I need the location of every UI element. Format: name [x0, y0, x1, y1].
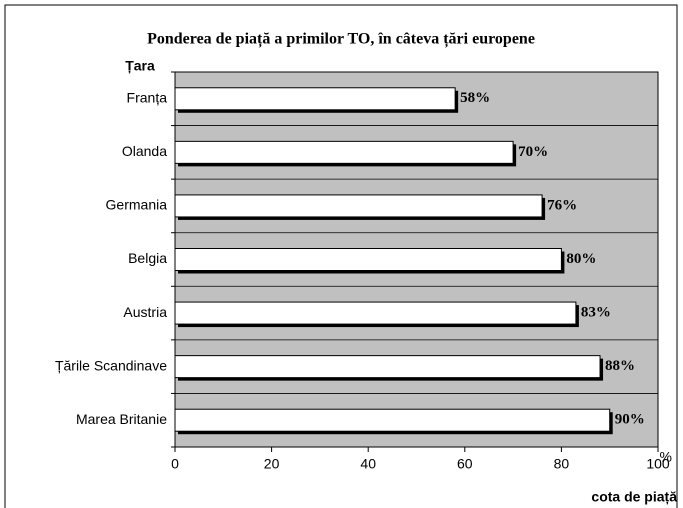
data-label: 70% — [518, 144, 548, 160]
y-tick-label: Belgia — [128, 250, 167, 266]
y-tick-label: Marea Britanie — [76, 411, 167, 427]
data-label: 80% — [566, 251, 596, 267]
bar — [174, 355, 601, 379]
data-label: 90% — [615, 412, 645, 428]
data-label: 76% — [547, 197, 577, 213]
x-tick-label: 60 — [457, 456, 473, 472]
y-tick-label: Germania — [106, 197, 168, 213]
data-label: 88% — [605, 358, 635, 374]
x-tick-label: 20 — [264, 456, 280, 472]
bar — [174, 408, 611, 432]
bar — [174, 194, 543, 218]
x-axis-label: cota de piață — [591, 489, 677, 505]
y-axis-label: Țara — [125, 58, 155, 74]
y-tick-label: Olanda — [122, 143, 167, 159]
y-tick-label: Țările Scandinave — [55, 357, 167, 373]
bar — [174, 248, 562, 271]
data-label: 83% — [581, 305, 611, 321]
y-tick-label: Austria — [123, 304, 167, 320]
x-tick-label: 40 — [360, 456, 376, 472]
bar — [174, 140, 514, 164]
bar — [174, 301, 577, 325]
chart-title: Ponderea de piață a primilor TO, în câte… — [147, 31, 535, 49]
bar — [174, 87, 456, 111]
y-tick-label: Franța — [127, 89, 168, 105]
data-label: 58% — [460, 90, 490, 106]
x-unit: % — [660, 449, 672, 465]
x-tick-label: 80 — [554, 456, 570, 472]
x-tick-label: 100 — [646, 456, 670, 472]
x-tick-label: 0 — [171, 456, 179, 472]
